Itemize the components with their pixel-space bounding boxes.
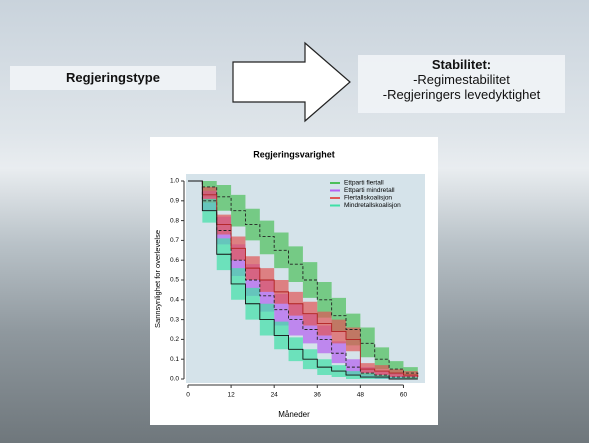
- x-tick-label: 36: [314, 392, 322, 399]
- x-axis-label: Måneder: [278, 410, 310, 419]
- right-title: Stabilitet:: [431, 57, 492, 72]
- y-tick-label: 0.5: [170, 277, 179, 284]
- right-item: -Regimestabilitet: [413, 72, 510, 87]
- right-box: Stabilitet: -Regimestabilitet -Regjering…: [358, 55, 565, 113]
- left-box: Regjeringstype: [10, 66, 216, 90]
- legend-label: Ettparti mindretall: [344, 187, 395, 194]
- chart: Regjeringsvarighet Måneder Sannsynlighet…: [150, 137, 438, 425]
- survival-line: [188, 180, 418, 380]
- y-axis-label: Sannsynlighet for overlevelse: [153, 230, 162, 328]
- x-tick-label: 48: [357, 392, 365, 399]
- y-tick-label: 0.8: [170, 217, 179, 224]
- x-tick-label: 0: [186, 392, 190, 399]
- legend-label: Ettparti flertall: [344, 180, 384, 187]
- survival-line: [188, 180, 419, 378]
- y-tick-label: 0.7: [170, 237, 179, 244]
- y-tick-label: 0.6: [170, 257, 179, 264]
- x-tick-label: 24: [271, 392, 279, 399]
- y-tick-label: 0.2: [170, 336, 179, 343]
- right-item: -Regjeringers levedyktighet: [382, 87, 541, 102]
- y-tick-label: 0.9: [170, 198, 179, 205]
- y-tick-label: 0.1: [170, 356, 179, 363]
- chart-title: Regjeringsvarighet: [253, 149, 335, 159]
- legend-label: Flertallskoalisjon: [344, 195, 392, 202]
- x-tick-label: 12: [227, 392, 235, 399]
- legend-label: Mindretallskoalisjon: [344, 202, 401, 209]
- y-tick-label: 0.3: [170, 316, 179, 323]
- x-tick-label: 60: [400, 392, 408, 399]
- y-tick-label: 0.0: [170, 376, 179, 383]
- y-tick-label: 1.0: [170, 178, 179, 185]
- arrow: [232, 41, 351, 123]
- y-tick-label: 0.4: [170, 297, 179, 304]
